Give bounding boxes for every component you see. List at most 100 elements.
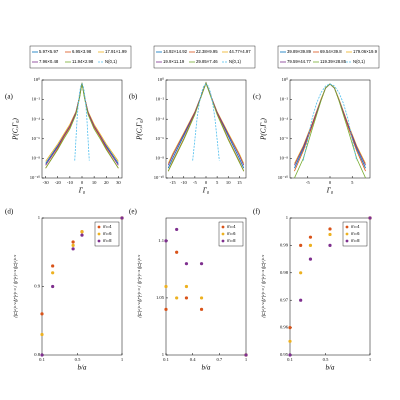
- x-tick-label: 30: [116, 180, 121, 185]
- legend-label: 179.06×19.9: [353, 49, 378, 54]
- x-tick-label: 10: [92, 180, 97, 185]
- legend-marker: [221, 225, 225, 229]
- point: [199, 307, 204, 311]
- y-axis-label: ⟨|C|⁴⟩¹ᐟ⁴⟨|Γ|²⟩¹ᐟ² / ⟨|Γ|⁴⟩¹ᐟ⁴⟨|C|²⟩¹ᐟ²: [261, 254, 266, 318]
- point: [40, 332, 44, 337]
- panel-label: (b): [129, 93, 138, 101]
- point: [71, 240, 75, 244]
- point: [40, 312, 44, 316]
- x-tick-label: -5: [306, 180, 311, 185]
- point: [308, 243, 313, 247]
- legend-marker: [97, 232, 101, 236]
- y-tick-label: 10⁻²: [156, 97, 165, 102]
- point: [175, 250, 179, 254]
- x-tick-label: -30: [43, 180, 50, 185]
- legend-label: m=4: [351, 224, 360, 229]
- x-tick-label: 20: [104, 180, 109, 185]
- y-axis-label: P(C,Γ₀): [136, 117, 144, 140]
- y-tick-label: 10⁻⁴: [279, 116, 288, 121]
- legend-label: 5.97×5.97: [39, 49, 59, 54]
- y-tick-label: 0.9: [34, 284, 40, 289]
- x-tick-label: 0.7: [216, 357, 222, 362]
- legend-label: m=4: [227, 224, 236, 229]
- x-tick-label: 1: [121, 357, 124, 362]
- x-tick-label: 5: [351, 180, 354, 185]
- y-tick-label: 10⁻⁴: [31, 116, 40, 121]
- legend-box: [277, 45, 380, 69]
- point: [120, 216, 124, 220]
- x-tick-label: 1: [245, 357, 248, 362]
- plot-frame: [41, 79, 123, 179]
- point: [308, 257, 313, 261]
- legend-label: m=8: [351, 238, 360, 243]
- y-tick-label: 10⁻¹⁰: [30, 175, 40, 180]
- series-line: [45, 82, 119, 169]
- point: [328, 227, 332, 231]
- x-tick-label: -20: [55, 180, 62, 185]
- x-tick-label: -15: [170, 180, 177, 185]
- legend-label: 6.95×3.98: [72, 49, 92, 54]
- point: [175, 227, 179, 232]
- point: [51, 264, 55, 268]
- panel-label: (e): [129, 208, 137, 216]
- point: [288, 326, 292, 330]
- x-tick-label: -10: [181, 180, 188, 185]
- point: [71, 247, 75, 251]
- y-tick-label: 10⁻⁶: [279, 136, 288, 141]
- legend-label: 14.92×14.92: [163, 49, 188, 54]
- panel-label: (d): [5, 208, 14, 216]
- y-tick-label: 1: [162, 352, 165, 357]
- point: [164, 284, 168, 289]
- legend-label: 44.77×4.97: [229, 49, 251, 54]
- y-tick-label: 10⁰: [158, 77, 165, 82]
- x-tick-label: 0.5: [323, 357, 329, 362]
- y-tick-label: 0.95: [280, 352, 289, 357]
- y-tick-label: 10⁻⁸: [279, 155, 288, 160]
- point: [244, 353, 248, 357]
- legend-label: m=6: [103, 231, 112, 236]
- y-tick-label: 10⁻⁶: [155, 136, 164, 141]
- y-tick-label: 0.8: [34, 352, 40, 357]
- x-tick-label: 0.1: [287, 357, 293, 362]
- panel-label: (f): [253, 208, 261, 216]
- y-tick-label: 0.97: [280, 297, 289, 302]
- x-tick-label: 10: [226, 180, 231, 185]
- legend-label: m=8: [227, 238, 236, 243]
- y-tick-label: 10⁻⁸: [155, 155, 164, 160]
- y-tick-label: 10⁰: [34, 77, 41, 82]
- y-axis-label: P(C,Γ₀): [12, 117, 20, 140]
- point: [40, 353, 44, 357]
- x-tick-label: -10: [67, 180, 74, 185]
- y-tick-label: 1: [286, 215, 289, 220]
- series-line: [302, 83, 358, 161]
- y-axis-label: ⟨|C|⁴⟩¹ᐟ⁴⟨|Γ|²⟩¹ᐟ² / ⟨|Γ|⁴⟩¹ᐟ⁴⟨|C|²⟩¹ᐟ²: [13, 254, 18, 318]
- plot-frame: [165, 79, 247, 179]
- x-axis-label: b/a: [78, 364, 87, 372]
- point: [80, 233, 84, 237]
- legend-label: m=8: [103, 238, 112, 243]
- legend-marker: [221, 232, 225, 236]
- point: [80, 230, 84, 234]
- legend-marker: [97, 239, 101, 243]
- x-tick-label: 0: [81, 180, 84, 185]
- y-tick-label: 10⁻⁶: [31, 136, 40, 141]
- x-tick-label: 0.1: [39, 357, 45, 362]
- y-tick-label: 10⁻¹⁰: [154, 175, 164, 180]
- y-axis-label: ⟨|C|⁴⟩¹ᐟ⁴⟨|Γ|²⟩¹ᐟ² / ⟨|Γ|⁴⟩¹ᐟ⁴⟨|C|²⟩¹ᐟ²: [137, 254, 142, 318]
- y-axis-label: P(C,Γ₀): [260, 117, 268, 140]
- x-tick-label: 0.4: [190, 357, 196, 362]
- legend-label: N(0,1): [229, 59, 242, 64]
- legend-marker: [345, 232, 349, 236]
- y-tick-label: 0.96: [280, 325, 289, 330]
- x-tick-label: 0: [329, 180, 332, 185]
- panel-label: (c): [253, 93, 261, 101]
- point: [184, 262, 189, 266]
- point: [184, 284, 189, 289]
- y-tick-label: 1.1: [158, 238, 164, 243]
- y-tick-label: 0.99: [280, 242, 289, 247]
- legend-label: 22.38×9.95: [196, 49, 218, 54]
- legend-label: 79.59×44.77: [287, 59, 312, 64]
- point: [299, 271, 303, 275]
- legend-label: 119.39×28.85: [320, 59, 347, 64]
